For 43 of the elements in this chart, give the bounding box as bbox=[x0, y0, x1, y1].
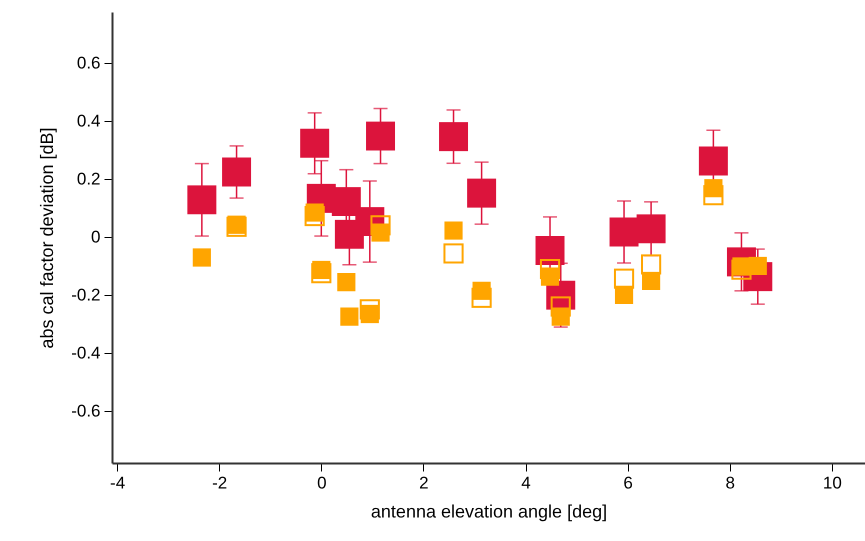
y-tick-label: 0.2 bbox=[76, 169, 100, 188]
point bbox=[337, 273, 356, 292]
y-tick-label: -0.2 bbox=[71, 285, 100, 304]
x-tick-label: 6 bbox=[623, 474, 633, 492]
point bbox=[703, 185, 724, 206]
x-tick-label: 2 bbox=[419, 474, 429, 492]
point bbox=[472, 288, 492, 308]
point bbox=[636, 214, 666, 244]
x-tick-label: 4 bbox=[521, 474, 531, 492]
point bbox=[614, 268, 634, 289]
x-tick-label: 10 bbox=[822, 474, 842, 492]
x-tick-label: 8 bbox=[725, 474, 735, 492]
point bbox=[222, 158, 252, 186]
y-tick-label: 0.6 bbox=[76, 54, 100, 73]
point bbox=[360, 299, 380, 320]
point bbox=[370, 215, 391, 236]
point bbox=[443, 243, 464, 264]
point bbox=[332, 187, 361, 216]
point bbox=[439, 122, 468, 152]
y-tick-label: 0.4 bbox=[76, 111, 100, 130]
y-tick-label: -0.6 bbox=[71, 401, 100, 420]
x-tick-label: 0 bbox=[317, 474, 327, 492]
point bbox=[536, 236, 565, 266]
x-axis-title: antenna elevation angle [deg] bbox=[370, 502, 608, 522]
y-axis-title: abs cal factor deviation [dB] bbox=[37, 127, 58, 349]
point bbox=[444, 221, 463, 240]
point bbox=[550, 296, 571, 317]
point bbox=[304, 206, 325, 226]
point bbox=[300, 128, 330, 158]
point bbox=[366, 122, 396, 151]
x-tick-label: -2 bbox=[212, 474, 228, 492]
point bbox=[340, 308, 358, 326]
point bbox=[311, 263, 332, 284]
point bbox=[610, 218, 639, 246]
x-tick-label: -4 bbox=[110, 474, 126, 492]
y-tick-label: 0 bbox=[91, 227, 100, 246]
point bbox=[540, 259, 560, 280]
point bbox=[641, 254, 662, 275]
y-tick-label: -0.4 bbox=[71, 343, 100, 362]
point bbox=[192, 248, 211, 267]
point bbox=[467, 178, 496, 208]
point bbox=[698, 146, 728, 176]
point bbox=[187, 185, 216, 214]
